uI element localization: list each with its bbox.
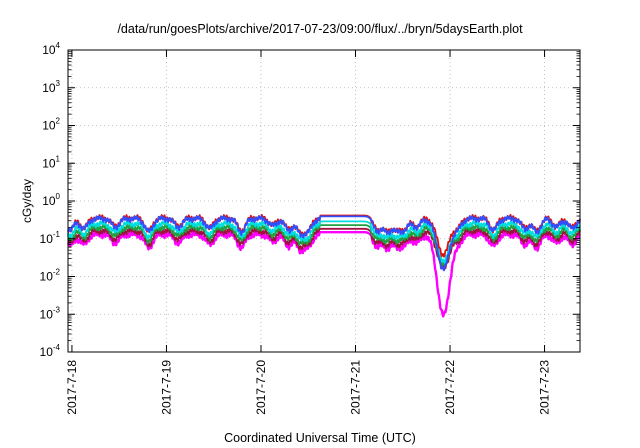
y-tick-label-exponent: 4 [56,41,61,50]
y-tick-label: 101 [42,154,60,170]
y-tick-label: 103 [42,79,60,95]
y-tick-label-exponent: -3 [53,305,61,314]
y-axis-label: cGy/day [20,179,34,223]
y-tick-label: 10-4 [40,343,61,359]
series-line-4 [67,220,581,265]
y-tick-label-base: 10 [40,345,54,359]
series-lines [66,213,581,318]
y-tick-label-base: 10 [40,270,54,284]
series-line-1 [66,230,581,318]
x-tick-label: 2017-7-18 [65,360,79,415]
y-tick-label-exponent: 3 [56,79,61,88]
y-tick-label-base: 10 [42,156,56,170]
y-tick-label: 10-2 [40,268,61,284]
series-line-6 [67,215,581,272]
grid [68,50,580,352]
x-tick-label: 2017-7-23 [538,360,552,415]
y-tick-label: 104 [42,41,60,57]
y-tick-label-exponent: 2 [56,117,61,126]
y-tick-label-exponent: -4 [53,343,61,352]
y-tick-label-exponent: -2 [53,268,61,277]
y-tick-label-exponent: 1 [56,154,61,163]
y-tick-label-base: 10 [42,119,56,133]
y-tick-label: 102 [42,117,60,133]
y-tick-label-exponent: -1 [53,230,61,239]
y-tick-label-exponent: 0 [56,192,61,201]
axes: 10-410-310-210-11001011021031042017-7-18… [40,41,580,415]
y-tick-label-base: 10 [40,232,54,246]
y-tick-label-base: 10 [40,307,54,321]
y-tick-label-base: 10 [42,194,56,208]
series-line-3 [67,223,581,267]
x-tick-label: 2017-7-20 [254,360,268,415]
x-tick-label: 2017-7-21 [349,360,363,415]
chart-title: /data/run/goesPlots/archive/2017-07-23/0… [117,22,523,36]
y-tick-label-base: 10 [42,43,56,57]
y-tick-label: 100 [42,192,60,208]
x-tick-label: 2017-7-22 [443,360,457,415]
series-line-2 [67,227,581,270]
y-tick-label-base: 10 [42,81,56,95]
x-axis-label: Coordinated Universal Time (UTC) [224,431,416,445]
y-tick-label: 10-1 [40,230,61,246]
y-tick-label: 10-3 [40,305,61,321]
x-tick-label: 2017-7-19 [159,360,173,415]
